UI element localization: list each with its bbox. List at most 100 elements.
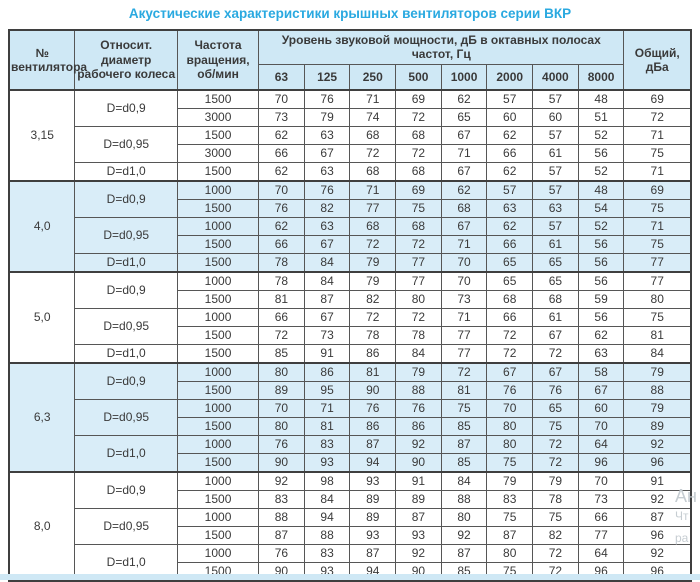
- spl-value-cell: 68: [395, 161, 442, 182]
- diameter-cell: D=d0,95: [74, 507, 178, 545]
- spl-value-cell: 84: [303, 489, 351, 509]
- spl-value-cell: 59: [577, 289, 625, 309]
- total-dba-cell: 69: [623, 179, 692, 200]
- spl-value-cell: 70: [258, 179, 305, 200]
- header-freq-band: 2000: [486, 63, 534, 91]
- spl-value-cell: 69: [395, 88, 442, 109]
- table-row: 1500 76 82 77 75 68 63 63 54 75: [9, 198, 692, 218]
- spl-value-cell: 72: [395, 234, 442, 254]
- spl-value-cell: 62: [440, 88, 488, 109]
- spl-value-cell: 80: [486, 543, 534, 563]
- header-freq-band: 63: [258, 63, 305, 91]
- total-dba-cell: 92: [623, 543, 692, 563]
- spl-value-cell: 79: [303, 107, 351, 127]
- total-dba-cell: 69: [623, 88, 692, 109]
- spl-value-cell: 60: [486, 107, 534, 127]
- table-row: D=d1,0 1500 62 63 68 68 67 62 57 52 71: [9, 161, 692, 182]
- total-dba-cell: 79: [623, 398, 692, 418]
- spl-value-cell: 67: [440, 216, 488, 236]
- spl-value-cell: 62: [486, 161, 534, 182]
- total-dba-cell: 96: [623, 525, 692, 545]
- spl-value-cell: 86: [303, 361, 351, 382]
- rpm-cell: 3000: [176, 143, 260, 163]
- total-dba-cell: 89: [623, 416, 692, 436]
- spl-value-cell: 52: [577, 125, 625, 145]
- total-dba-cell: 79: [623, 361, 692, 382]
- table-header: № вентилятора Относит. диаметр рабочего …: [8, 29, 692, 91]
- spl-value-cell: 62: [258, 216, 305, 236]
- spl-value-cell: 70: [440, 270, 488, 291]
- spl-value-cell: 68: [440, 198, 488, 218]
- header-freq-band: 8000: [577, 63, 625, 91]
- diameter-cell: D=d0,95: [74, 398, 178, 436]
- table-row: D=d0,95 1000 66 67 72 72 71 66 61 56 75: [9, 307, 692, 345]
- spl-value-cell: 63: [486, 198, 534, 218]
- header-freq-band: 125: [303, 63, 351, 91]
- spl-value-cell: 48: [577, 88, 625, 109]
- rpm-cell: 1000: [176, 270, 260, 291]
- spl-value-cell: 72: [349, 143, 397, 163]
- diameter-cell: D=d1,0: [74, 252, 178, 273]
- spl-value-cell: 80: [486, 434, 534, 454]
- spl-value-cell: 96: [577, 452, 625, 473]
- page-title: Акустические характеристики крышных вент…: [128, 6, 572, 21]
- spl-value-cell: 70: [258, 88, 305, 109]
- spl-value-cell: 62: [440, 179, 488, 200]
- spl-value-cell: 90: [349, 380, 397, 400]
- spl-value-cell: 78: [349, 325, 397, 345]
- spl-value-cell: 89: [395, 489, 442, 509]
- spl-value-cell: 77: [349, 198, 397, 218]
- rpm-cell: 1500: [176, 234, 260, 254]
- spl-value-cell: 60: [532, 107, 579, 127]
- spl-value-cell: 75: [532, 416, 579, 436]
- table-row: D=d1,0 1500 78 84 79 77 70 65 65 56 77: [9, 252, 692, 273]
- header-freq-band: 500: [395, 63, 442, 91]
- spl-value-cell: 62: [486, 216, 534, 236]
- spl-value-cell: 79: [395, 361, 442, 382]
- spl-value-cell: 91: [303, 343, 351, 364]
- rpm-cell: 3000: [176, 107, 260, 127]
- spl-value-cell: 76: [349, 398, 397, 418]
- spl-value-cell: 79: [349, 270, 397, 291]
- spl-value-cell: 85: [440, 452, 488, 473]
- spl-value-cell: 93: [303, 452, 351, 473]
- spl-value-cell: 72: [532, 434, 579, 454]
- total-dba-cell: 77: [623, 270, 692, 291]
- total-dba-cell: 77: [623, 252, 692, 273]
- fan-number-cell: 4,0: [8, 179, 76, 273]
- spl-value-cell: 83: [258, 489, 305, 509]
- table-row: D=d0,95 1000 62 63 68 68 67 62 57 52 71: [9, 216, 692, 254]
- spl-value-cell: 77: [440, 343, 488, 364]
- spl-value-cell: 72: [349, 234, 397, 254]
- spl-value-cell: 87: [349, 434, 397, 454]
- table-row: 1500 81 87 82 80 73 68 68 59 80: [9, 289, 692, 309]
- spl-value-cell: 67: [440, 125, 488, 145]
- total-dba-cell: 72: [623, 107, 692, 127]
- spl-value-cell: 71: [349, 88, 397, 109]
- spl-value-cell: 75: [486, 452, 534, 473]
- spl-value-cell: 79: [349, 252, 397, 273]
- rpm-cell: 1000: [176, 179, 260, 200]
- header-freq-band: 250: [349, 63, 397, 91]
- spl-value-cell: 60: [577, 398, 625, 418]
- spl-value-cell: 89: [349, 489, 397, 509]
- spl-value-cell: 61: [532, 143, 579, 163]
- spl-value-cell: 75: [395, 198, 442, 218]
- spl-value-cell: 64: [577, 434, 625, 454]
- spl-value-cell: 76: [395, 398, 442, 418]
- spl-value-cell: 76: [258, 543, 305, 563]
- spl-value-cell: 79: [532, 470, 579, 491]
- table-row: 3000 66 67 72 72 71 66 61 56 75: [9, 143, 692, 163]
- spl-value-cell: 68: [349, 125, 397, 145]
- spl-value-cell: 66: [577, 507, 625, 527]
- fan-number-cell: 5,0: [8, 270, 76, 364]
- spl-value-cell: 76: [303, 179, 351, 200]
- spl-value-cell: 57: [486, 179, 534, 200]
- spl-value-cell: 62: [577, 325, 625, 345]
- spl-value-cell: 87: [349, 543, 397, 563]
- rpm-cell: 1500: [176, 489, 260, 509]
- table-row: 1500 66 67 72 72 71 66 61 56 75: [9, 234, 692, 254]
- table-row: 5,0 D=d0,9 1000 78 84 79 77 70 65 65 56 77: [8, 270, 692, 364]
- spl-value-cell: 83: [303, 543, 351, 563]
- spl-value-cell: 84: [440, 470, 488, 491]
